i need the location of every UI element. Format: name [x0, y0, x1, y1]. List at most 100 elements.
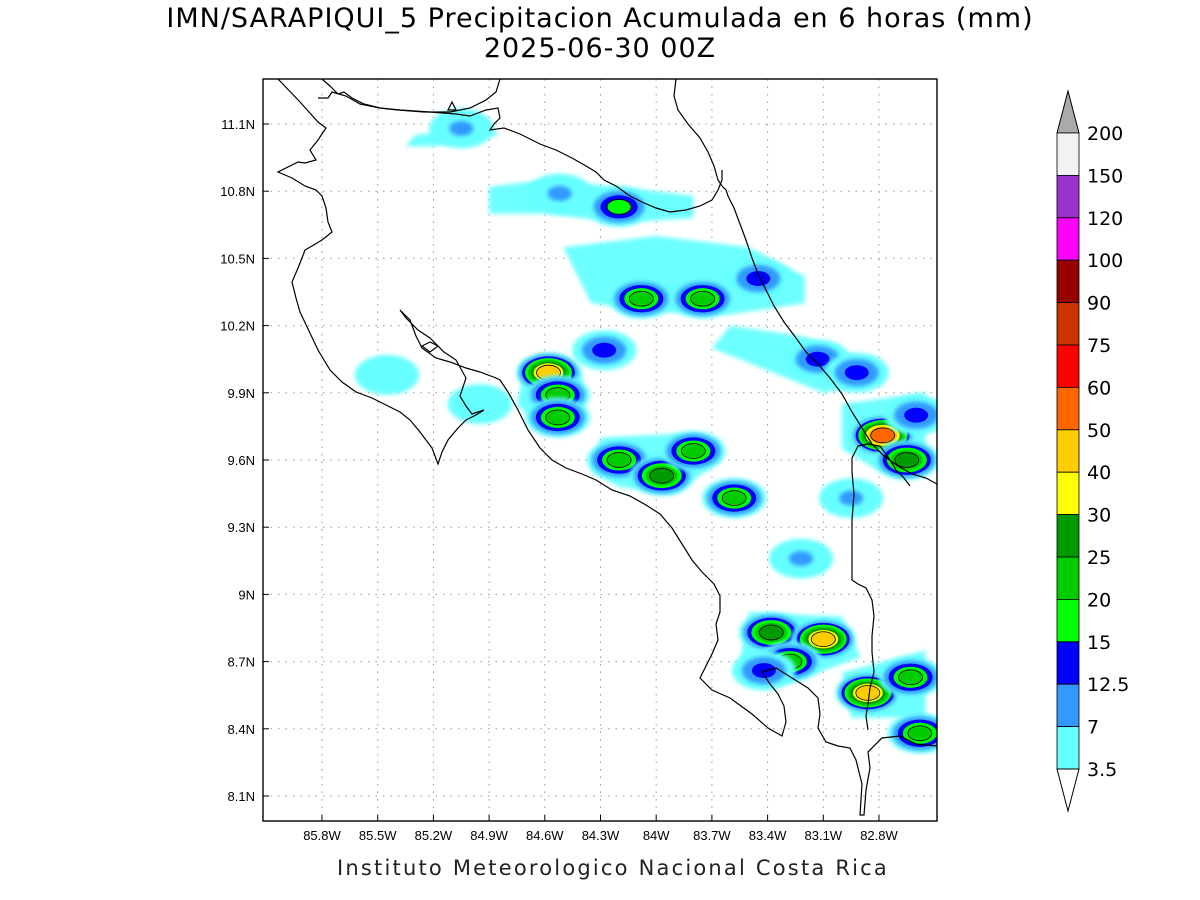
lon-tick-label: 84W	[643, 828, 670, 843]
precip-contour	[810, 631, 836, 648]
precip-cell	[702, 478, 767, 518]
colorbar-label: 75	[1087, 335, 1111, 357]
colorbar-label: 100	[1087, 250, 1123, 272]
map-subtitle-date: 2025-06-30 00Z	[483, 33, 717, 64]
colorbar-legend: 200 150 120 100 90 75 60 50 40 30 25 20 15 12.5 7 3.5	[1056, 89, 1129, 813]
precip-cell	[731, 650, 796, 691]
precip-contour	[789, 551, 814, 566]
colorbar-swatch	[1056, 259, 1080, 304]
colorbar-label: 30	[1087, 505, 1111, 527]
precip-contour	[449, 121, 474, 136]
precip-cell	[884, 395, 937, 436]
precip-cell	[609, 278, 674, 319]
colorbar-swatch	[1056, 641, 1080, 685]
colorbar-label: 200	[1087, 123, 1123, 145]
coastline-nicoya-island	[420, 341, 440, 353]
colorbar-label: 20	[1087, 589, 1111, 611]
colorbar-label: 3.5	[1087, 759, 1117, 781]
precip-contour	[894, 452, 920, 468]
lon-tick-label: 85.8W	[303, 828, 341, 843]
colorbar-swatch	[1056, 344, 1080, 388]
colorbar-swatch	[1056, 386, 1080, 431]
precip-contour	[898, 669, 923, 686]
precip-cell	[447, 384, 512, 424]
precip-cell	[819, 478, 884, 518]
precip-contour	[680, 443, 706, 459]
footer-credit: Instituto Meteorologico Nacional Costa R…	[337, 856, 889, 880]
lon-tick-label: 83.1W	[805, 828, 843, 843]
colorbar-label: 7	[1087, 717, 1099, 739]
precip-contour	[805, 351, 830, 367]
colorbar-swatch	[1056, 471, 1080, 516]
precip-contour	[907, 725, 933, 742]
precip-cell	[824, 352, 889, 393]
coastline-northwest	[276, 79, 937, 816]
lat-tick-label: 10.5N	[220, 251, 255, 266]
colorbar-label: 150	[1087, 165, 1123, 187]
precip-cell	[525, 397, 590, 438]
precipitation-field	[354, 108, 937, 754]
precip-contour	[839, 490, 864, 506]
lat-tick-label: 9.6N	[228, 453, 255, 468]
precip-contour	[592, 342, 617, 358]
precip-contour	[746, 271, 771, 286]
colorbar-swatch	[1056, 683, 1080, 728]
colorbar-label: 50	[1087, 420, 1111, 442]
colorbar-swatch	[1056, 429, 1080, 473]
precip-cell	[587, 187, 652, 227]
border-panama	[851, 443, 911, 731]
colorbar-bottom-arrow	[1056, 768, 1080, 813]
precip-contour	[354, 355, 419, 395]
precip-cell	[878, 657, 937, 698]
lat-tick-label: 9.3N	[228, 520, 255, 535]
lake-nicaragua-shore	[321, 79, 501, 113]
lon-tick-label: 84.9W	[470, 828, 508, 843]
colorbar-label: 60	[1087, 377, 1111, 399]
colorbar-swatch	[1056, 174, 1080, 219]
lon-tick-label: 83.4W	[749, 828, 787, 843]
precip-contour	[844, 365, 869, 381]
precip-cell	[726, 258, 791, 299]
lon-tick-label: 84.3W	[582, 828, 620, 843]
colorbar-swatch	[1056, 726, 1080, 770]
precip-cell	[769, 538, 834, 579]
lat-tick-label: 8.4N	[228, 722, 255, 737]
colorbar-label: 90	[1087, 293, 1111, 315]
colorbar-swatch	[1056, 302, 1080, 346]
precip-contour	[606, 452, 632, 468]
precip-contour	[758, 624, 784, 641]
lat-tick-label: 9.9N	[228, 386, 255, 401]
colorbar-swatch	[1056, 132, 1080, 176]
lon-tick-label: 85.5W	[359, 828, 397, 843]
colorbar-label: 12.5	[1087, 674, 1129, 696]
colorbar-swatch	[1056, 217, 1080, 261]
precip-contour	[721, 490, 747, 506]
lake-islet	[447, 100, 457, 111]
precip-contour	[447, 384, 512, 424]
lon-tick-label: 83.7W	[693, 828, 731, 843]
precip-cell	[527, 173, 592, 214]
precip-cell	[354, 355, 419, 395]
precip-contour	[870, 427, 896, 444]
coastline-and-borders	[276, 79, 937, 816]
precip-cell	[670, 278, 735, 319]
colorbar-swatch	[1056, 599, 1080, 643]
precip-cell	[739, 612, 804, 653]
precip-cell	[887, 713, 937, 754]
lon-tick-label: 84.6W	[526, 828, 564, 843]
lat-tick-label: 8.1N	[228, 789, 255, 804]
precip-contour	[606, 199, 632, 215]
precip-contour	[751, 663, 776, 678]
precip-contour	[547, 186, 572, 201]
map-title: IMN/SARAPIQUI_5 Precipitacion Acumulada …	[166, 3, 1034, 34]
coastline-caribbean	[673, 79, 937, 485]
precip-contour	[545, 409, 571, 426]
lat-tick-label: 11.1N	[221, 117, 255, 132]
colorbar-swatch	[1056, 556, 1080, 600]
precip-contour	[628, 290, 654, 307]
colorbar-label: 25	[1087, 547, 1111, 569]
precip-cell	[429, 108, 494, 149]
precip-cell	[661, 431, 726, 471]
colorbar-label: 40	[1087, 462, 1111, 484]
